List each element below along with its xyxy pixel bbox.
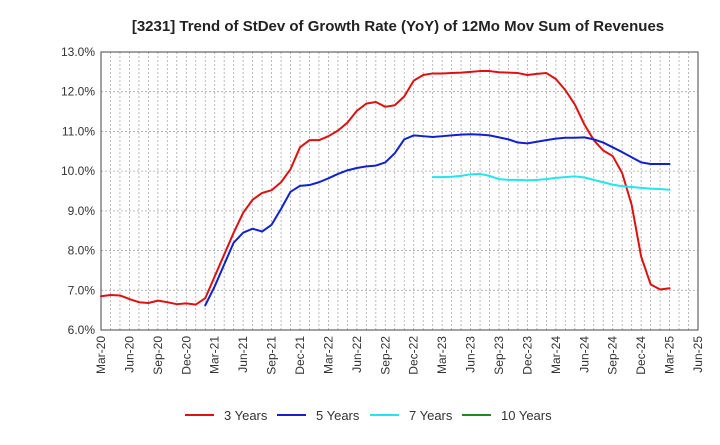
x-tick-label: Jun-20 [122,336,136,373]
y-tick-label: 7.0% [68,283,96,297]
x-tick-label: Mar-25 [663,336,677,374]
x-tick-label: Dec-20 [179,336,193,375]
y-tick-label: 11.0% [62,124,95,138]
x-tick-label: Sep-23 [492,336,506,375]
y-tick-label: 6.0% [68,323,96,337]
x-tick-label: Jun-25 [691,336,705,373]
x-tick-label: Sep-21 [265,336,279,375]
x-tick-label: Sep-22 [378,336,392,375]
series-line-7-years [431,172,671,191]
series-line-3-years [100,70,671,306]
chart-title: [3231] Trend of StDev of Growth Rate (Yo… [132,18,664,35]
x-tick-label: Dec-22 [407,336,421,375]
x-tick-label: Dec-21 [293,336,307,375]
plot-area [101,52,698,330]
legend-label-5-years: 5 Years [316,408,360,423]
legend: 3 Years 5 Years 7 Years 10 Years [185,408,552,423]
x-tick-label: Mar-23 [435,336,449,374]
y-tick-label: 13.0% [61,45,95,59]
x-tick-label: Jun-22 [350,336,364,373]
x-tick-label: Sep-24 [606,336,620,375]
x-tick-label: Mar-21 [208,336,222,374]
grid-layer [100,51,699,331]
series-layer [100,70,671,307]
x-tick-label: Jun-24 [577,336,591,373]
legend-label-7-years: 7 Years [409,408,453,423]
x-tick-label: Mar-24 [549,336,563,374]
plot-frame [100,51,699,331]
legend-label-10-years: 10 Years [501,408,552,423]
x-tick-label: Jun-23 [464,336,478,373]
x-tick-label: Mar-20 [94,336,108,374]
x-tick-label: Sep-20 [151,336,165,375]
x-tick-label: Jun-21 [236,336,250,373]
y-tick-label: 8.0% [68,244,96,258]
x-tick-label: Dec-23 [520,336,534,375]
y-tick-label: 10.0% [61,164,95,178]
series-line-5-years [204,133,671,307]
x-tick-label: Dec-24 [634,336,648,375]
axis-layer: 6.0% 7.0% 8.0% 9.0% 10.0% 11.0% 12.0% 13.0% Mar-… [61,45,705,375]
legend-label-3-years: 3 Years [224,408,268,423]
y-tick-label: 12.0% [61,85,95,99]
y-tick-label: 9.0% [68,204,96,218]
x-tick-label: Mar-22 [321,336,335,374]
